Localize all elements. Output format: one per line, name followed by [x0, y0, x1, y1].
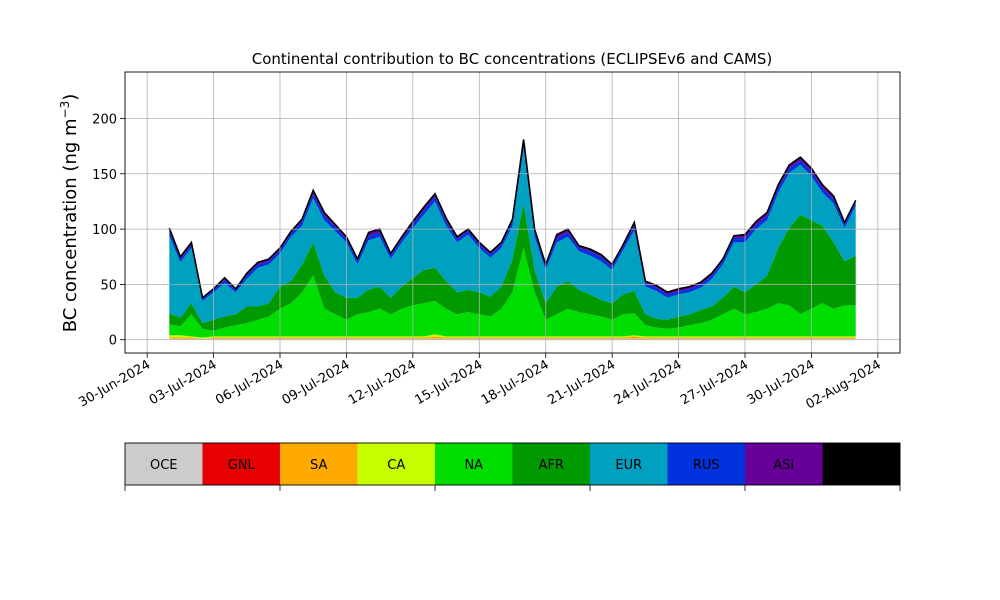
x-tick-label: 27-Jul-2024	[678, 357, 751, 408]
y-axis-label-main: BC concentration (ng m	[60, 118, 81, 332]
legend-swatch-ca	[357, 443, 436, 485]
legend-label-afr: AFR	[539, 458, 564, 473]
y-tick-label: 50	[100, 278, 117, 293]
y-tick-label: 150	[92, 168, 117, 183]
y-axis-label-exponent: −3	[58, 101, 72, 119]
y-tick-label: 0	[109, 334, 117, 349]
legend-label-na: NA	[464, 458, 483, 473]
x-tick-label: 12-Jul-2024	[346, 357, 419, 408]
legend-label-ca: CA	[387, 458, 405, 473]
x-tick-label: 15-Jul-2024	[412, 357, 485, 408]
x-tick-label: 09-Jul-2024	[280, 357, 353, 408]
x-tick-label: 18-Jul-2024	[479, 357, 552, 408]
legend-label-sa: SA	[310, 458, 327, 473]
legend-label-asi: ASI	[773, 458, 794, 473]
grid	[125, 72, 900, 353]
y-tick-label: 100	[92, 223, 117, 238]
legend-swatch-afr	[512, 443, 591, 485]
y-axis-label: BC concentration (ng m−3)	[58, 94, 81, 333]
area-na	[169, 247, 856, 338]
x-tick-label: 03-Jul-2024	[147, 357, 220, 408]
x-tick-label: 24-Jul-2024	[612, 357, 685, 408]
x-tick-label: 06-Jul-2024	[213, 357, 286, 408]
area-ca	[169, 334, 856, 339]
legend-colorbar: OCE GNL SA CA NA AFR EUR RUS ASI AUS	[124, 442, 901, 491]
x-tick-label: 30-Jun-2024	[76, 357, 153, 410]
y-tick-label: 200	[92, 112, 117, 127]
legend-swatch-gnl	[202, 443, 281, 485]
area-rus	[169, 142, 856, 301]
area-eur	[169, 148, 856, 324]
legend-swatch-asi	[745, 443, 823, 485]
x-tick-label: 02-Aug-2024	[804, 357, 884, 412]
legend-label-gnl: GNL	[228, 458, 256, 473]
area-stack	[168, 139, 857, 340]
legend-label-oce: OCE	[150, 458, 178, 473]
legend-swatch-oce	[125, 443, 203, 485]
area-afr	[169, 203, 856, 331]
legend-frame	[124, 442, 901, 486]
legend-label-aus: AUS	[848, 458, 875, 473]
plot-frame	[124, 71, 901, 354]
y-axis-label-close: )	[60, 94, 81, 101]
total-line	[168, 139, 857, 300]
legend-label-rus: RUS	[693, 458, 720, 473]
legend-label-eur: EUR	[615, 458, 642, 473]
legend-swatch-aus	[822, 443, 901, 485]
legend-swatch-na	[435, 443, 513, 485]
x-tick-label: 21-Jul-2024	[545, 357, 618, 408]
legend-swatch-sa	[280, 443, 358, 485]
legend-swatch-eur	[590, 443, 668, 485]
legend-swatch-rus	[667, 443, 746, 485]
chart-title: Continental contribution to BC concentra…	[252, 50, 773, 68]
